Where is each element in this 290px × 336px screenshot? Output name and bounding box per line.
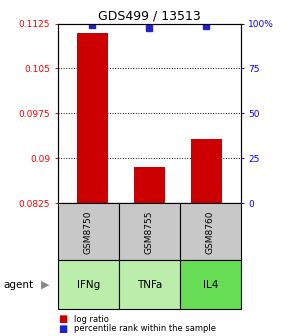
Text: ■: ■ — [58, 324, 67, 334]
Text: log ratio: log ratio — [74, 315, 109, 324]
Text: GSM8755: GSM8755 — [145, 210, 154, 254]
Title: GDS499 / 13513: GDS499 / 13513 — [98, 9, 201, 23]
Bar — [191, 139, 222, 203]
Text: GSM8750: GSM8750 — [84, 210, 93, 254]
Text: ▶: ▶ — [41, 280, 49, 290]
Text: GSM8760: GSM8760 — [206, 210, 215, 254]
Text: agent: agent — [3, 280, 33, 290]
Text: percentile rank within the sample: percentile rank within the sample — [74, 324, 216, 333]
Text: IFNg: IFNg — [77, 280, 100, 290]
Bar — [134, 167, 165, 203]
Text: ■: ■ — [58, 314, 67, 324]
Text: IL4: IL4 — [202, 280, 218, 290]
Bar — [77, 33, 108, 203]
Text: TNFa: TNFa — [137, 280, 162, 290]
